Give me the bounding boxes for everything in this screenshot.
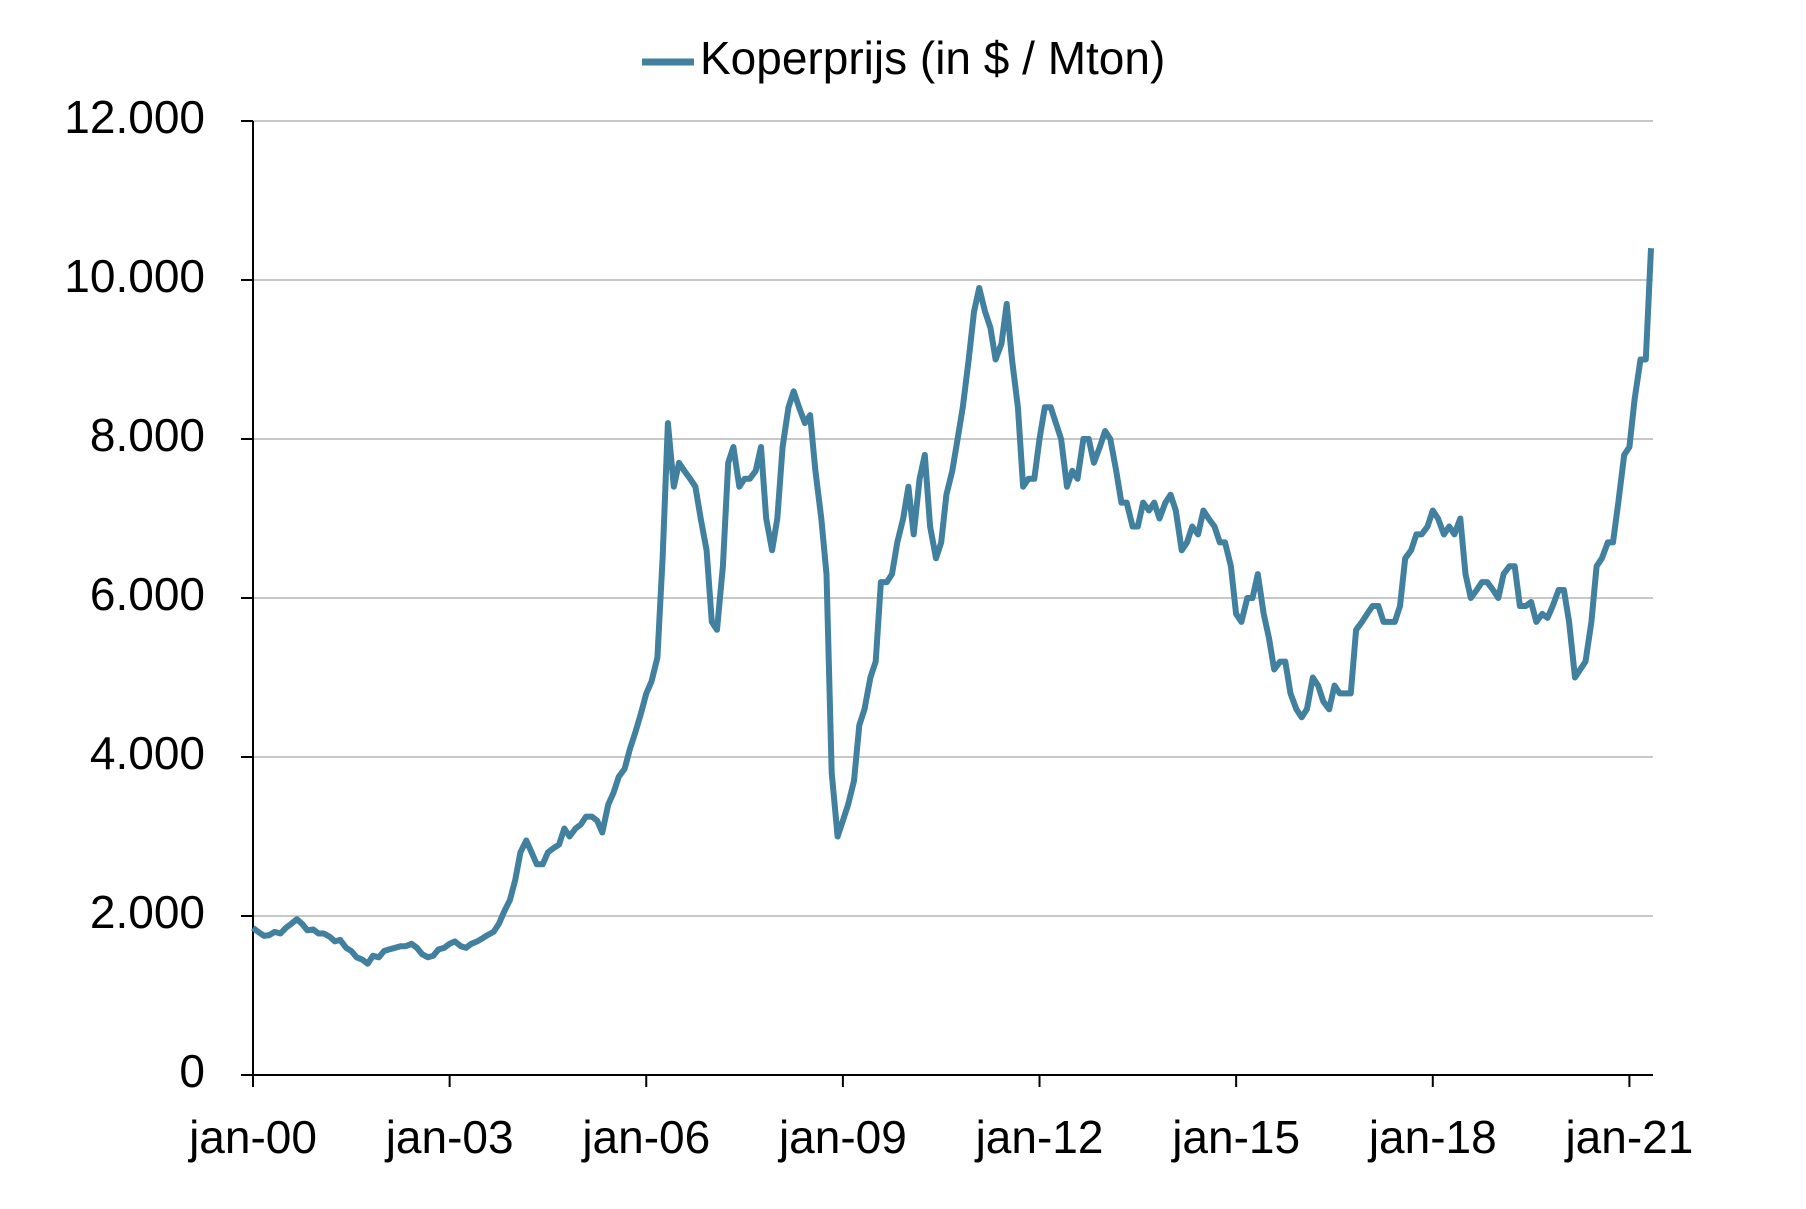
y-tick-label: 10.000	[64, 250, 205, 302]
x-tick-label: jan-09	[777, 1111, 907, 1163]
x-tick-label: jan-03	[384, 1111, 514, 1163]
y-tick-label: 12.000	[64, 91, 205, 143]
x-tick-label: jan-18	[1367, 1111, 1497, 1163]
line	[251, 248, 1654, 967]
y-tick-label: 6.000	[90, 568, 205, 620]
legend-label: Koperprijs (in $ / Mton)	[700, 32, 1165, 84]
x-tick-label: jan-21	[1563, 1111, 1693, 1163]
x-tick-label: jan-06	[580, 1111, 710, 1163]
x-tick-label: jan-00	[187, 1111, 317, 1163]
y-tick-label: 4.000	[90, 727, 205, 779]
x-tick-label: jan-12	[974, 1111, 1104, 1163]
x-tick-label: jan-15	[1170, 1111, 1300, 1163]
y-tick-label: 2.000	[90, 886, 205, 938]
y-tick-label: 0	[179, 1045, 205, 1097]
y-tick-label: 8.000	[90, 409, 205, 461]
